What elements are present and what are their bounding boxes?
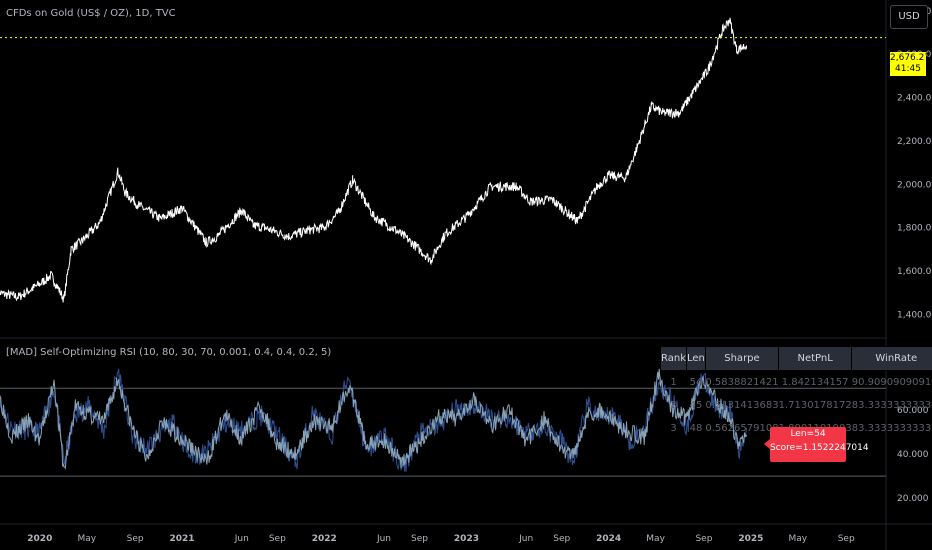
price-tick-label: 2,000.000 <box>897 180 932 190</box>
bar-countdown: 41:45 <box>895 64 921 74</box>
col-rank: Rank <box>660 346 687 371</box>
best-score-text: Score=1.1522247014 <box>770 443 869 453</box>
rsi-bands <box>0 387 886 477</box>
time-tick-label: Sep <box>553 534 570 544</box>
cell-netpnl: 1.842134157 <box>781 377 849 388</box>
cell-rank: 3 <box>670 423 677 434</box>
price-line <box>0 17 748 303</box>
time-tick-label: Sep <box>695 534 712 544</box>
time-tick-label: Sep <box>411 534 428 544</box>
col-len: Len <box>686 346 706 371</box>
current-price-value: 2,676.270 <box>890 53 932 63</box>
col-winrate: WinRate <box>851 346 932 371</box>
price-series <box>0 17 748 303</box>
cell-rank: 2 <box>670 400 677 411</box>
price-tick-label: 2,200.000 <box>897 137 932 147</box>
time-tick-label: Jun <box>234 534 249 544</box>
cell-netpnl: 1.7130178172 <box>778 400 852 411</box>
rsi-line-primary <box>0 368 748 470</box>
time-axis[interactable]: 2020 May Sep 2021 Jun Sep 2022 Jun Sep 2023 Jun Sep… <box>27 534 855 544</box>
rsi-tick-label: 20.000 <box>897 494 929 504</box>
price-tick-label: 1,600.000 <box>897 267 932 277</box>
cell-sharpe: 0.5626579108 <box>705 423 779 434</box>
price-tick-label: 1,400.000 <box>897 310 932 320</box>
table-row: 1 54 0.5838821421 1.842134157 90.9090909… <box>661 371 932 395</box>
cell-len: 54 <box>689 377 703 388</box>
time-tick-label: Sep <box>127 534 144 544</box>
time-tick-label: 2024 <box>596 534 621 544</box>
time-tick-label: 2021 <box>170 534 195 544</box>
time-tick-label: 2022 <box>312 534 337 544</box>
cell-len: 45 <box>689 400 703 411</box>
cell-rank: 1 <box>670 377 677 388</box>
table-row: 2 45 0.5431413683 1.7130178172 83.333333… <box>661 394 932 417</box>
time-tick-label: May <box>789 534 808 544</box>
time-tick-label: 2023 <box>454 534 479 544</box>
time-tick-label: 2020 <box>27 534 52 544</box>
rsi-series <box>0 368 748 472</box>
cell-winrate: 90.9090909091% <box>851 377 932 388</box>
price-tick-label: 2,400.000 <box>897 94 932 104</box>
symbol-title[interactable]: CFDs on Gold (US$ / OZ), 1D, TVC <box>6 8 176 19</box>
currency-button[interactable]: USD <box>890 5 928 29</box>
current-price-badge: 2,676.270 41:45 <box>890 52 932 76</box>
cell-sharpe: 0.5431413683 <box>705 400 779 411</box>
cell-winrate: 83.3333333333% <box>851 423 932 434</box>
cell-len: 48 <box>689 423 703 434</box>
col-sharpe: Sharpe <box>704 346 780 371</box>
time-tick-label: Sep <box>269 534 286 544</box>
time-tick-label: Jun <box>518 534 533 544</box>
table-header-row: Rank Len Sharpe NetPnL WinRate <box>660 346 932 371</box>
time-tick-label: May <box>646 534 665 544</box>
cell-sharpe: 0.5838821421 <box>705 377 779 388</box>
best-length-text: Len=54 <box>790 429 826 439</box>
time-tick-label: Sep <box>838 534 855 544</box>
indicator-title[interactable]: [MAD] Self-Optimizing RSI (10, 80, 30, 7… <box>6 347 332 358</box>
rsi-tick-label: 40.000 <box>897 450 929 460</box>
time-tick-label: May <box>77 534 96 544</box>
col-netpnl: NetPnL <box>778 346 853 371</box>
rsi-tick-label: 60.000 <box>897 406 929 416</box>
optimization-table: Rank Len Sharpe NetPnL WinRate 1 54 0.58… <box>660 346 932 440</box>
cell-winrate: 83.3333333333% <box>851 400 932 411</box>
time-tick-label: Jun <box>376 534 391 544</box>
rsi-line-secondary <box>0 368 748 472</box>
price-tick-label: 1,800.000 <box>897 224 932 234</box>
best-length-label: Len=54 Score=1.1522247014 <box>764 427 869 462</box>
time-tick-label: 2025 <box>738 534 763 544</box>
